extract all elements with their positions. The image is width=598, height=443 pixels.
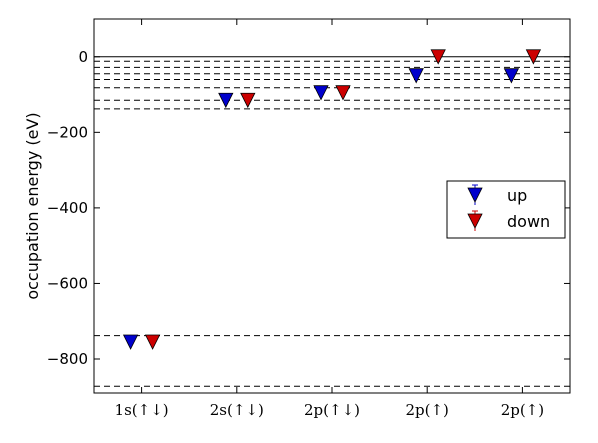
legend-label-down: down xyxy=(507,212,550,231)
data-markers xyxy=(122,49,542,350)
y-tick-label: −600 xyxy=(47,274,88,292)
marker-up xyxy=(313,85,329,101)
marker-up xyxy=(218,92,234,109)
y-axis: 0 −200 −400 −600 −800 xyxy=(47,48,570,368)
x-tick-label: 1s(↑↓) xyxy=(115,401,169,419)
legend-marker-up xyxy=(467,187,483,203)
legend-marker-down xyxy=(467,213,483,229)
y-tick-label: −800 xyxy=(47,350,88,368)
marker-down xyxy=(335,85,351,101)
legend: up down xyxy=(446,180,566,239)
marker-down xyxy=(240,92,256,109)
y-tick-label: −200 xyxy=(47,123,88,141)
x-tick-label: 2s(↑↓) xyxy=(210,401,264,419)
marker-up xyxy=(503,68,520,84)
reference-lines xyxy=(94,56,570,387)
marker-down xyxy=(430,49,446,65)
x-axis: 1s(↑↓) 2s(↑↓) 2p(↑↓) 2p(↑) 2p(↑) xyxy=(115,19,544,419)
x-tick-label: 2p(↑) xyxy=(405,401,448,419)
marker-down xyxy=(144,334,161,350)
x-tick-label: 2p(↑) xyxy=(501,401,544,419)
y-axis-title: occupation energy (eV) xyxy=(23,112,42,299)
x-tick-label: 2p(↑↓) xyxy=(304,401,360,419)
legend-label-up: up xyxy=(507,186,527,205)
legend-box xyxy=(446,180,566,239)
marker-up xyxy=(408,68,424,84)
y-tick-label: 0 xyxy=(78,48,88,66)
marker-up xyxy=(122,334,139,350)
y-tick-label: −400 xyxy=(47,199,88,217)
marker-down xyxy=(525,49,542,65)
